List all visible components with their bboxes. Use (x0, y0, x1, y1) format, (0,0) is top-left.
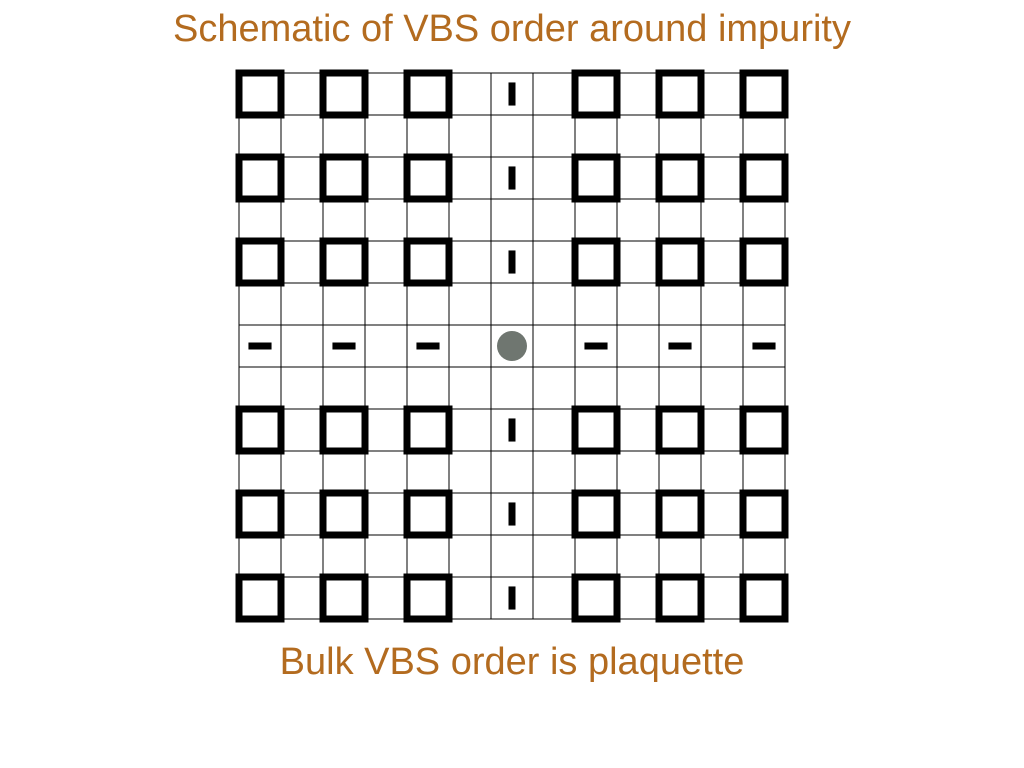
page-title: Schematic of VBS order around impurity (173, 8, 851, 51)
lattice-diagram (227, 61, 797, 631)
page-caption: Bulk VBS order is plaquette (280, 641, 745, 684)
impurity-dot (497, 331, 527, 361)
page: Schematic of VBS order around impurity B… (0, 0, 1024, 768)
lattice-svg (227, 61, 797, 631)
